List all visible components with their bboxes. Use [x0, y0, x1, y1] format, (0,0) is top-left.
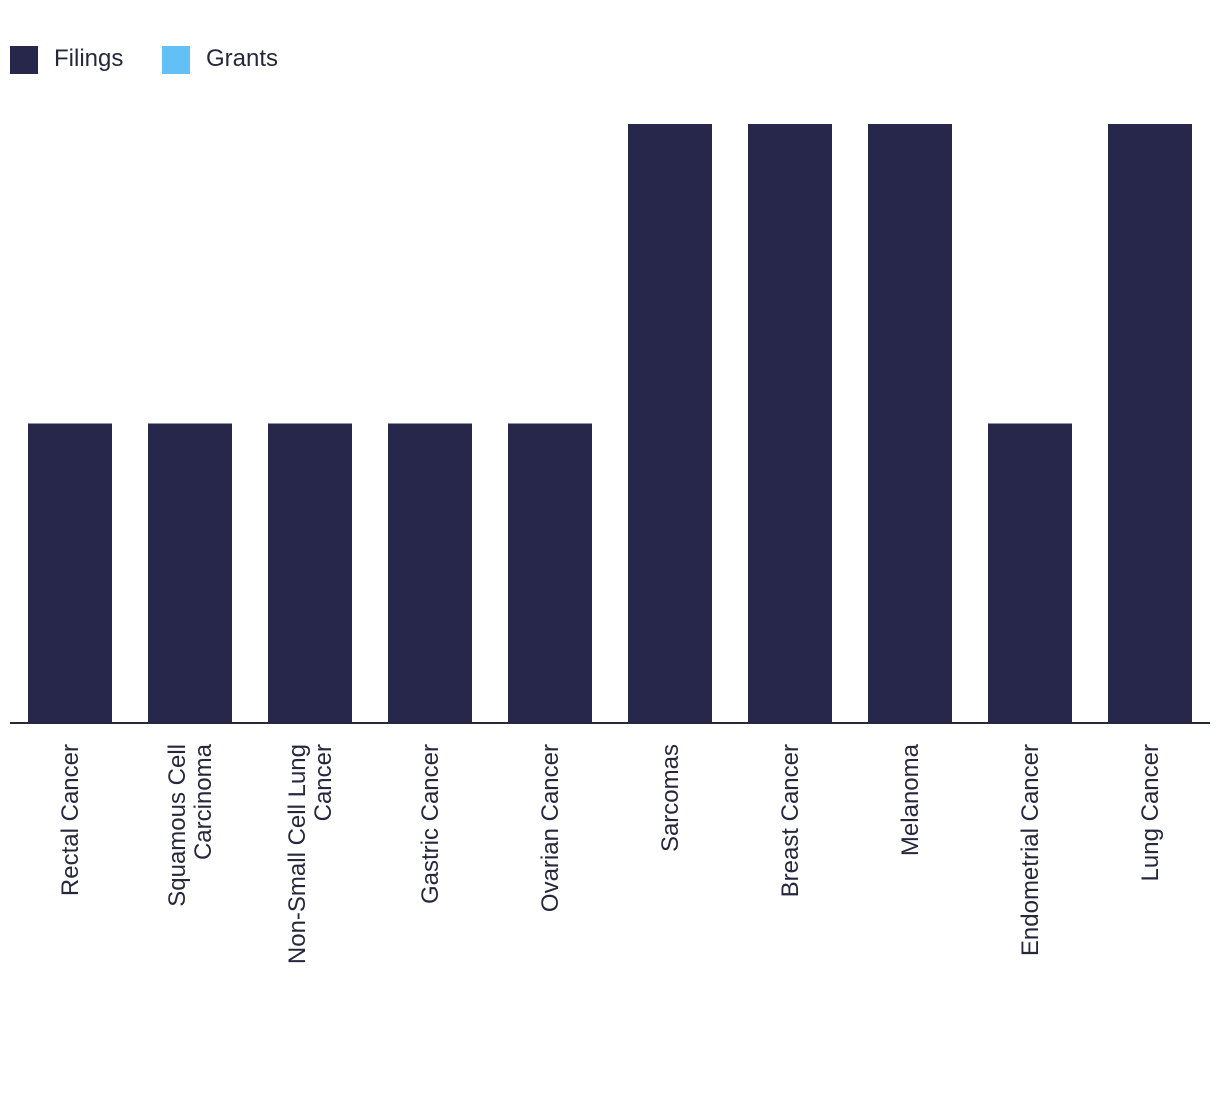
legend-label-grants: Grants	[206, 45, 278, 72]
x-tick-label-line: Cancer	[310, 744, 337, 821]
x-tick-label-line: Squamous Cell	[164, 744, 191, 907]
x-tick-label-line: Sarcomas	[657, 744, 684, 852]
x-tick-label: Breast Cancer	[777, 744, 804, 897]
bar-filings-1	[148, 423, 232, 723]
x-tick-label-line: Non-Small Cell Lung	[284, 744, 311, 964]
bar-filings-7	[868, 124, 952, 723]
x-tick-label: Non-Small Cell LungCancer	[284, 744, 337, 964]
legend-swatch-grants	[162, 46, 190, 74]
x-tick-label: Sarcomas	[657, 744, 684, 852]
x-tick-label-line: Gastric Cancer	[417, 744, 444, 904]
x-tick-label-line: Breast Cancer	[777, 744, 804, 897]
bar-filings-8	[988, 423, 1072, 723]
bar-filings-0	[28, 423, 112, 723]
bar-filings-4	[508, 423, 592, 723]
x-tick-label-line: Melanoma	[897, 743, 924, 856]
x-tick-label: Gastric Cancer	[417, 744, 444, 904]
bar-filings-3	[388, 423, 472, 723]
bars	[28, 124, 1192, 723]
x-tick-label: Melanoma	[897, 743, 924, 856]
x-tick-label: Endometrial Cancer	[1017, 744, 1044, 956]
bar-filings-6	[748, 124, 832, 723]
x-tick-label-line: Ovarian Cancer	[537, 744, 564, 912]
x-tick-label: Rectal Cancer	[57, 744, 84, 896]
legend-label-filings: Filings	[54, 45, 123, 72]
x-tick-label-line: Rectal Cancer	[57, 744, 84, 896]
legend-swatch-filings	[10, 46, 38, 74]
legend: Filings Grants	[10, 45, 278, 74]
x-tick-label: Squamous CellCarcinoma	[164, 743, 217, 906]
x-tick-label: Lung Cancer	[1137, 744, 1164, 881]
bar-filings-5	[628, 124, 712, 723]
bar-filings-2	[268, 423, 352, 723]
bar-filings-9	[1108, 124, 1192, 723]
x-tick-label-line: Carcinoma	[190, 743, 217, 860]
x-tick-label: Ovarian Cancer	[537, 744, 564, 912]
x-tick-label-line: Endometrial Cancer	[1017, 744, 1044, 956]
x-tick-labels: Rectal Cancer Squamous CellCarcinoma Non-S…	[57, 743, 1164, 964]
x-tick-label-line: Lung Cancer	[1137, 744, 1164, 881]
